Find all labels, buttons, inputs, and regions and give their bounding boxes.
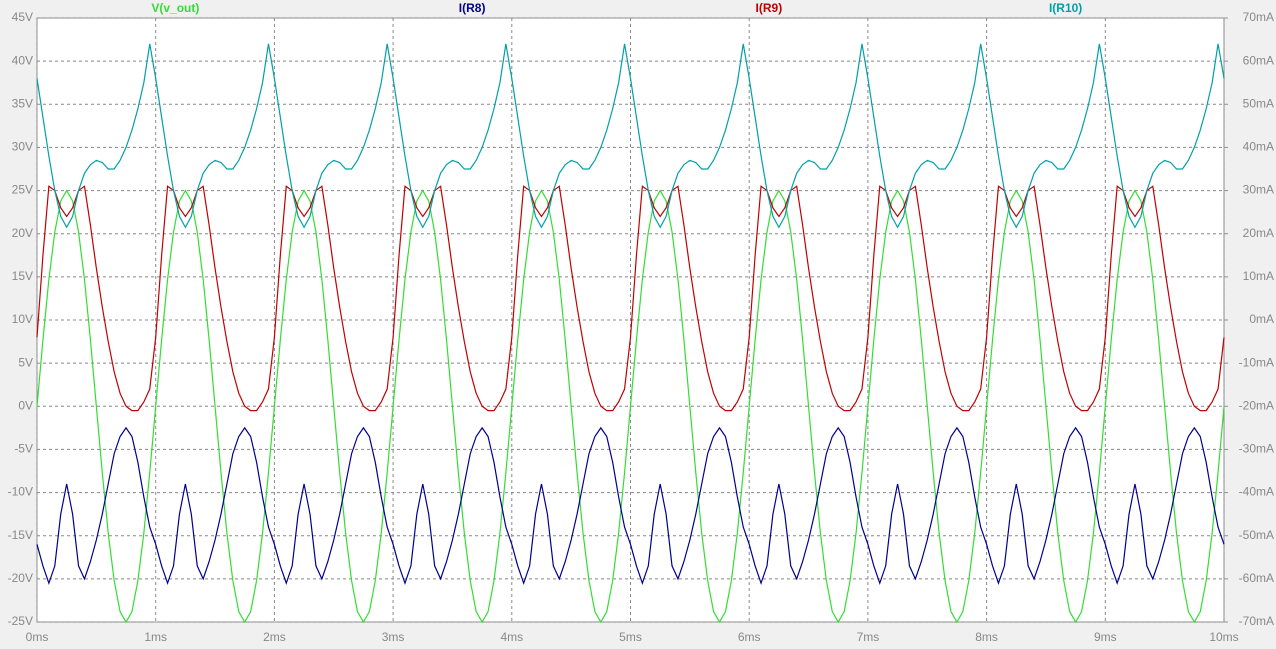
- y-tick-label: -10V: [8, 485, 33, 499]
- x-tick-label: 8ms: [975, 630, 998, 644]
- y2-tick-label: 0mA: [1249, 312, 1274, 326]
- y2-tick-label: -20mA: [1239, 398, 1274, 412]
- x-tick-label: 0ms: [26, 630, 49, 644]
- legend-label: I(R9): [756, 1, 783, 15]
- y2-tick-label: 20mA: [1243, 226, 1274, 240]
- y-tick-label: 0V: [18, 398, 33, 412]
- y2-tick-label: 10mA: [1243, 269, 1274, 283]
- y-tick-label: 40V: [12, 53, 33, 67]
- legend-label: I(R10): [1049, 1, 1082, 15]
- y2-tick-label: -10mA: [1239, 355, 1274, 369]
- x-tick-label: 5ms: [619, 630, 642, 644]
- series-line: [36, 426, 1225, 586]
- y2-tick-label: -40mA: [1239, 485, 1274, 499]
- y-tick-label: -15V: [8, 528, 33, 542]
- series-line: [36, 185, 1225, 412]
- x-tick-label: 9ms: [1094, 630, 1117, 644]
- y2-tick-label: 30mA: [1243, 183, 1274, 197]
- y-tick-label: 30V: [12, 140, 33, 154]
- y2-tick-label: 40mA: [1243, 140, 1274, 154]
- series-line: [36, 43, 1225, 229]
- x-tick-label: 3ms: [382, 630, 405, 644]
- y-tick-label: 10V: [12, 312, 33, 326]
- y-tick-label: 15V: [12, 269, 33, 283]
- x-tick-label: 1ms: [144, 630, 167, 644]
- y2-tick-label: -50mA: [1239, 528, 1274, 542]
- y2-tick-label: -30mA: [1239, 442, 1274, 456]
- x-tick-label: 4ms: [500, 630, 523, 644]
- y-tick-label: -5V: [14, 442, 33, 456]
- y2-tick-label: -60mA: [1239, 571, 1274, 585]
- series-line: [36, 189, 1225, 624]
- legend-label: I(R8): [459, 1, 486, 15]
- x-tick-label: 10ms: [1209, 630, 1238, 644]
- y-tick-label: 25V: [12, 183, 33, 197]
- y2-tick-label: 50mA: [1243, 96, 1274, 110]
- y2-tick-label: 70mA: [1243, 10, 1274, 24]
- y-tick-label: -20V: [8, 571, 33, 585]
- y2-tick-label: 60mA: [1243, 53, 1274, 67]
- x-tick-label: 6ms: [738, 630, 761, 644]
- y-tick-label: -25V: [8, 614, 33, 628]
- legend-label: V(v_out): [151, 1, 199, 15]
- y2-tick-label: -70mA: [1239, 614, 1274, 628]
- y-tick-label: 5V: [18, 355, 33, 369]
- y-tick-label: 45V: [12, 10, 33, 24]
- y-tick-label: 35V: [12, 96, 33, 110]
- x-tick-label: 7ms: [857, 630, 880, 644]
- y-tick-label: 20V: [12, 226, 33, 240]
- x-tick-label: 2ms: [263, 630, 286, 644]
